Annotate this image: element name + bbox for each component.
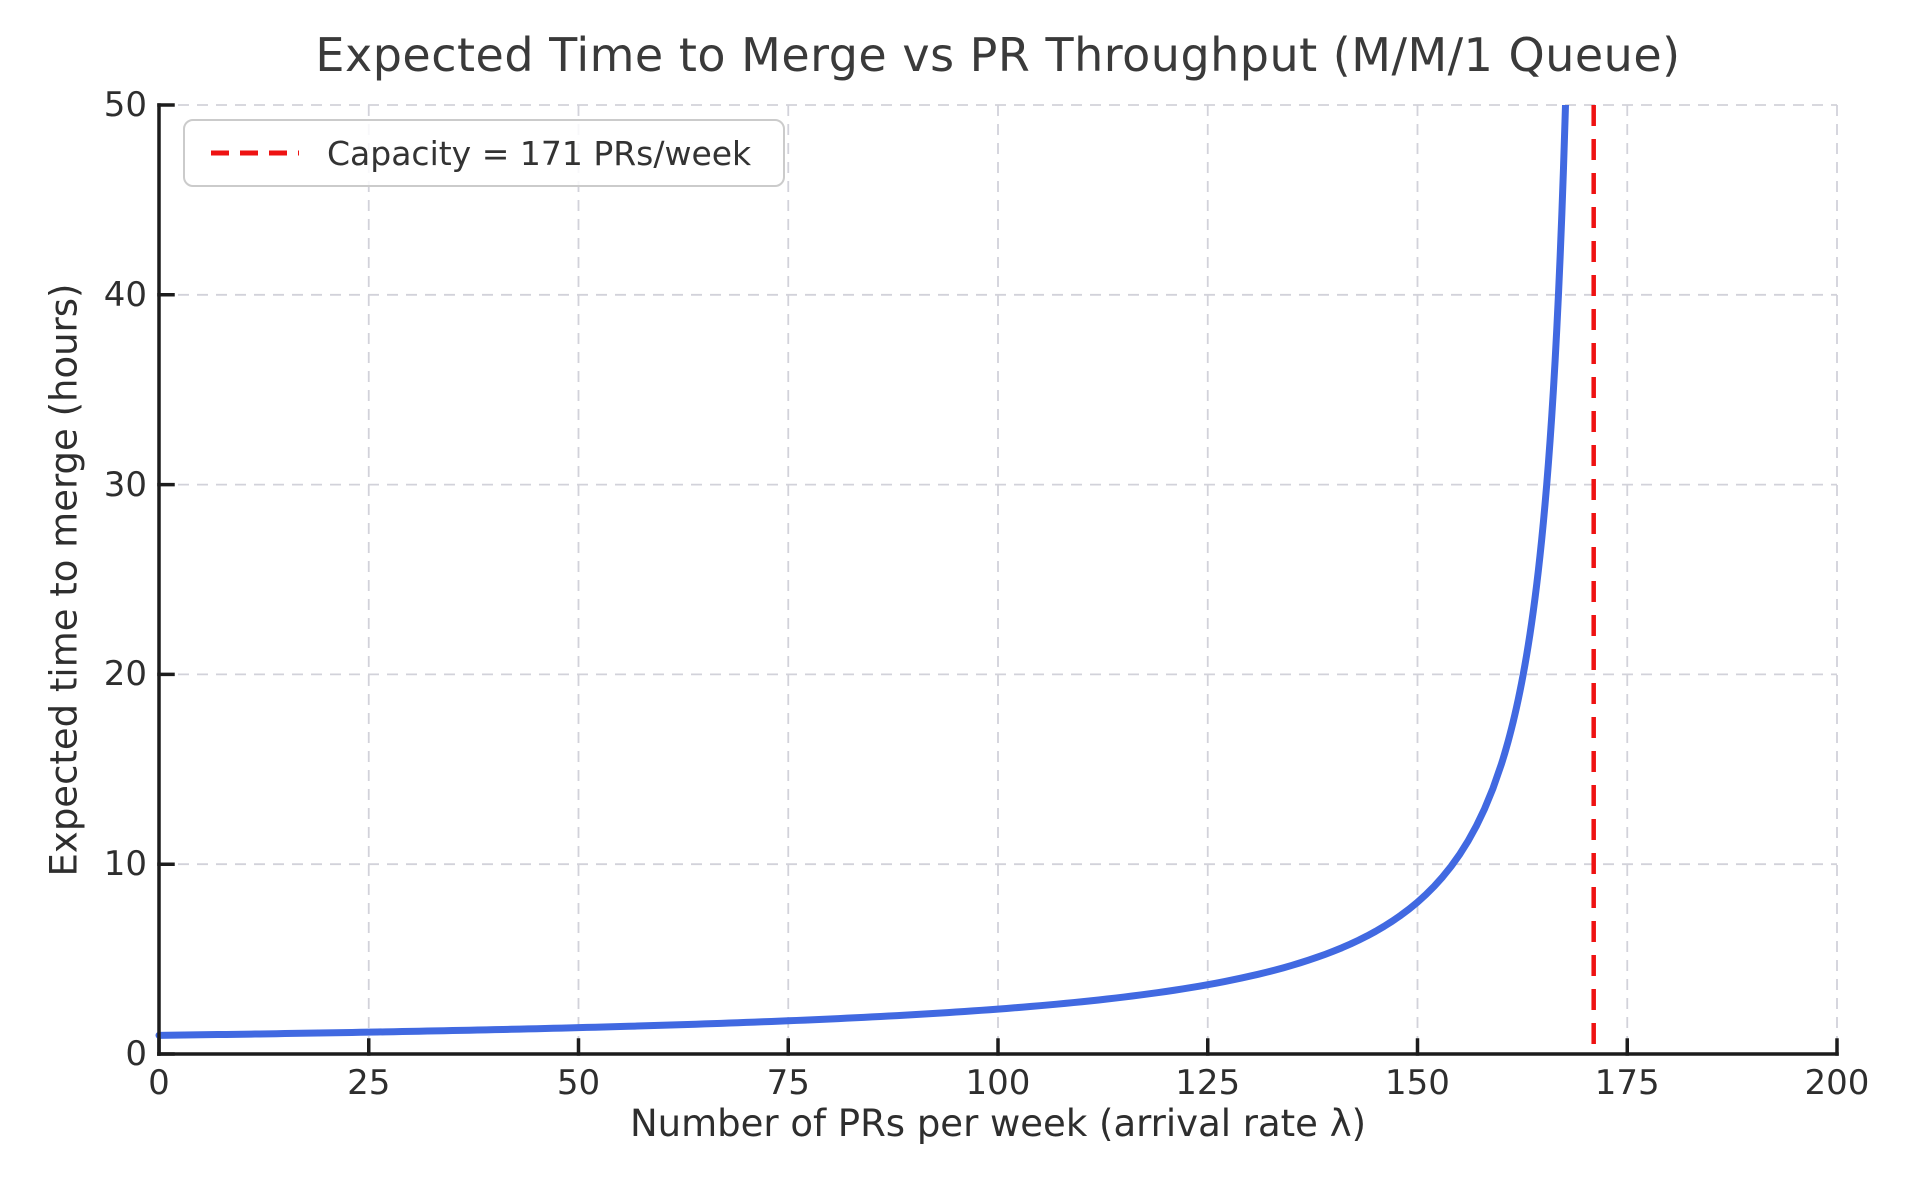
y-tick-label-0: 0	[125, 1034, 147, 1074]
x-axis-label: Number of PRs per week (arrival rate λ)	[629, 1102, 1367, 1145]
x-tick-label-175: 175	[1594, 1063, 1660, 1103]
merge-time-curve	[155, 105, 1569, 1039]
y-axis-label: Expected time to merge (hours)	[42, 283, 86, 877]
capacity-dashed-line-icon	[211, 150, 299, 156]
legend: Capacity = 171 PRs/week	[183, 119, 786, 187]
y-tick-label-50: 50	[103, 85, 147, 125]
x-tick-label-125: 125	[1175, 1063, 1241, 1103]
x-tick-label-75: 75	[766, 1063, 810, 1103]
x-tick-label-0: 0	[148, 1063, 170, 1103]
x-tick-label-100: 100	[965, 1063, 1031, 1103]
x-tick-label-50: 50	[556, 1063, 601, 1103]
x-tick-label-200: 200	[1804, 1063, 1870, 1103]
chart-title: Expected Time to Merge vs PR Throughput …	[315, 28, 1681, 82]
y-tick-label-20: 20	[103, 654, 147, 695]
x-tick-label-25: 25	[347, 1063, 391, 1103]
y-tick-label-40: 40	[103, 274, 147, 315]
y-tick-label-10: 10	[103, 844, 147, 885]
x-tick-label-150: 150	[1385, 1063, 1450, 1103]
y-tick-label-30: 30	[103, 464, 147, 505]
legend-label: Capacity = 171 PRs/week	[327, 133, 752, 173]
